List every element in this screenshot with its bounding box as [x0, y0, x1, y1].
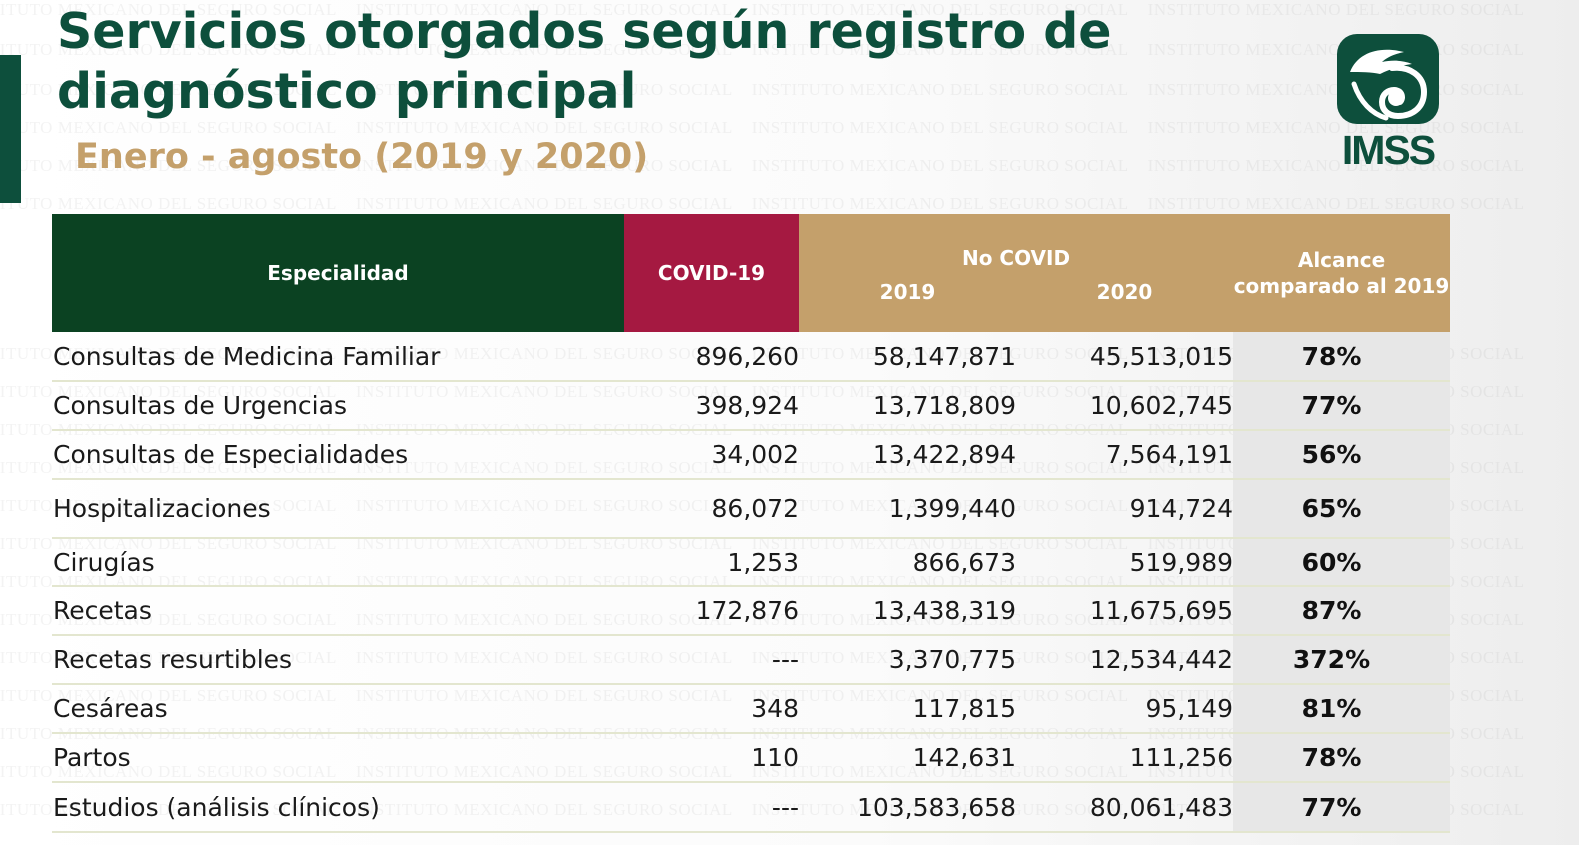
services-table: Especialidad COVID-19 No COVID Alcance c…	[52, 214, 1451, 833]
cell-alcance: 81%	[1233, 684, 1451, 734]
cell-2019: 142,631	[799, 733, 1016, 783]
cell-alcance: 77%	[1233, 782, 1451, 833]
cell-2020: 10,602,745	[1016, 381, 1234, 431]
cell-2020: 519,989	[1016, 538, 1234, 587]
cell-especialidad: Cirugías	[52, 538, 624, 587]
cell-covid: 86,072	[624, 479, 799, 539]
cell-covid: 1,253	[624, 538, 799, 587]
cell-covid: ---	[624, 782, 799, 833]
cell-2019: 58,147,871	[799, 332, 1016, 382]
cell-especialidad: Consultas de Especialidades	[52, 430, 624, 480]
cell-especialidad: Partos	[52, 733, 624, 783]
cell-2020: 111,256	[1016, 733, 1234, 783]
table-header: Especialidad COVID-19 No COVID Alcance c…	[52, 214, 1451, 332]
cell-covid: ---	[624, 635, 799, 685]
cell-covid: 172,876	[624, 586, 799, 636]
header-year-2019: 2019	[799, 274, 1016, 332]
cell-2020: 80,061,483	[1016, 782, 1234, 833]
cell-alcance: 78%	[1233, 733, 1451, 783]
header-no-covid: No COVID	[799, 214, 1234, 274]
header-alcance: Alcance comparado al 2019	[1233, 214, 1451, 332]
cell-2019: 13,718,809	[799, 381, 1016, 431]
cell-especialidad: Estudios (análisis clínicos)	[52, 782, 624, 833]
imss-logo: IMSS	[1330, 32, 1446, 172]
accent-side-bar	[0, 55, 21, 203]
table-row: Recetas resurtibles --- 3,370,775 12,534…	[52, 635, 1451, 685]
table-row: Cesáreas 348 117,815 95,149 81%	[52, 684, 1451, 734]
cell-especialidad: Recetas	[52, 586, 624, 636]
cell-2019: 13,422,894	[799, 430, 1016, 480]
header-especialidad: Especialidad	[52, 214, 624, 332]
cell-covid: 110	[624, 733, 799, 783]
cell-especialidad: Consultas de Urgencias	[52, 381, 624, 431]
cell-2020: 12,534,442	[1016, 635, 1234, 685]
table-row: Consultas de Medicina Familiar 896,260 5…	[52, 332, 1451, 382]
table-row: Consultas de Urgencias 398,924 13,718,80…	[52, 381, 1451, 431]
cell-alcance: 372%	[1233, 635, 1451, 685]
header-year-2020: 2020	[1016, 274, 1234, 332]
cell-alcance: 60%	[1233, 538, 1451, 587]
cell-2019: 13,438,319	[799, 586, 1016, 636]
imss-logo-text: IMSS	[1341, 127, 1436, 173]
table-row: Recetas 172,876 13,438,319 11,675,695 87…	[52, 586, 1451, 636]
cell-covid: 34,002	[624, 430, 799, 480]
page-subtitle: Enero - agosto (2019 y 2020)	[75, 137, 649, 177]
table-row: Cirugías 1,253 866,673 519,989 60%	[52, 538, 1451, 587]
cell-alcance: 65%	[1233, 479, 1451, 539]
cell-especialidad: Cesáreas	[52, 684, 624, 734]
imss-eagle-icon	[1337, 34, 1439, 124]
cell-2019: 103,583,658	[799, 782, 1016, 833]
cell-2019: 117,815	[799, 684, 1016, 734]
table-body: Consultas de Medicina Familiar 896,260 5…	[52, 332, 1451, 833]
cell-especialidad: Consultas de Medicina Familiar	[52, 332, 624, 382]
cell-2019: 866,673	[799, 538, 1016, 587]
table-row: Estudios (análisis clínicos) --- 103,583…	[52, 782, 1451, 833]
cell-2020: 7,564,191	[1016, 430, 1234, 480]
cell-2019: 3,370,775	[799, 635, 1016, 685]
cell-alcance: 77%	[1233, 381, 1451, 431]
cell-2020: 11,675,695	[1016, 586, 1234, 636]
cell-alcance: 78%	[1233, 332, 1451, 382]
cell-2020: 45,513,015	[1016, 332, 1234, 382]
cell-2019: 1,399,440	[799, 479, 1016, 539]
watermark-line: INSTITUTO MEXICANO DEL SEGURO SOCIAL INS…	[0, 194, 1525, 213]
header-covid: COVID-19	[624, 214, 799, 332]
cell-covid: 348	[624, 684, 799, 734]
cell-especialidad: Recetas resurtibles	[52, 635, 624, 685]
cell-2020: 95,149	[1016, 684, 1234, 734]
cell-2020: 914,724	[1016, 479, 1234, 539]
cell-covid: 398,924	[624, 381, 799, 431]
table-row: Hospitalizaciones 86,072 1,399,440 914,7…	[52, 479, 1451, 539]
table-row: Partos 110 142,631 111,256 78%	[52, 733, 1451, 783]
table-row: Consultas de Especialidades 34,002 13,42…	[52, 430, 1451, 480]
cell-alcance: 56%	[1233, 430, 1451, 480]
cell-covid: 896,260	[624, 332, 799, 382]
page-title: Servicios otorgados según registro de di…	[57, 3, 1112, 120]
cell-especialidad: Hospitalizaciones	[52, 479, 624, 539]
cell-alcance: 87%	[1233, 586, 1451, 636]
